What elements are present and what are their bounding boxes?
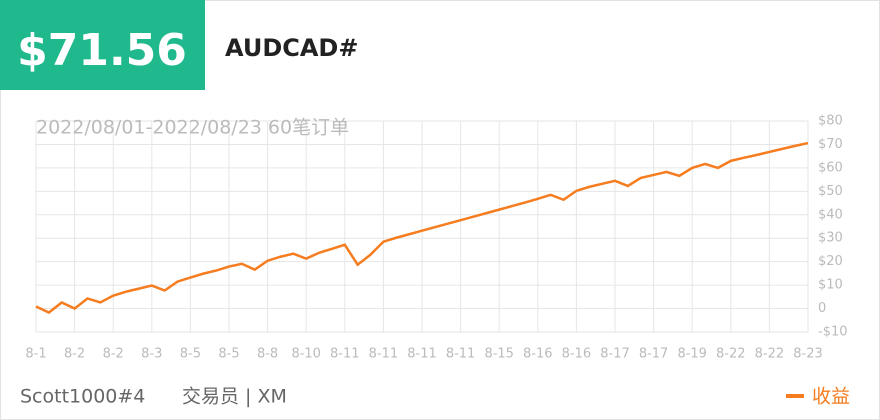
y-tick-label: $10	[818, 278, 843, 293]
amount-box	[0, 0, 205, 90]
x-tick-label: 8-16	[523, 347, 553, 362]
legend-label: 收益	[812, 386, 850, 408]
x-tick-label: 8-22	[716, 347, 746, 362]
x-tick-label: 8-11	[330, 347, 360, 362]
x-tick-label: 8-23	[793, 347, 823, 362]
y-tick-label: $60	[818, 160, 843, 175]
y-tick-label: 0	[818, 301, 826, 316]
symbol: AUDCAD#	[225, 34, 358, 62]
amount: $71.56	[17, 25, 187, 76]
x-tick-label: 8-2	[64, 347, 85, 362]
x-tick-label: 8-11	[446, 347, 476, 362]
x-tick-label: 8-1	[25, 347, 46, 362]
y-tick-label: -$10	[818, 325, 848, 340]
y-tick-label: $70	[818, 137, 843, 152]
x-tick-label: 8-19	[677, 347, 707, 362]
subtitle: 2022/08/01-2022/08/23 60笔订单	[36, 117, 349, 139]
x-tick-label: 8-11	[407, 347, 437, 362]
x-tick-label: 8-5	[180, 347, 201, 362]
x-tick-label: 8-2	[103, 347, 124, 362]
x-tick-label: 8-16	[562, 347, 592, 362]
x-tick-label: 8-5	[218, 347, 239, 362]
x-tick-label: 8-11	[369, 347, 399, 362]
x-tick-label: 8-17	[600, 347, 630, 362]
y-tick-label: $80	[818, 114, 843, 129]
x-tick-label: 8-3	[141, 347, 162, 362]
x-tick-label: 8-10	[291, 347, 321, 362]
trader: Scott1000#4	[20, 386, 145, 408]
y-tick-label: $30	[818, 231, 843, 246]
x-tick-label: 8-22	[755, 347, 785, 362]
y-tick-label: $50	[818, 184, 843, 199]
y-tick-label: $20	[818, 254, 843, 269]
x-tick-label: 8-15	[484, 347, 514, 362]
role: 交易员 | XM	[182, 386, 287, 408]
line	[35, 141, 809, 315]
y-tick-label: $40	[818, 207, 843, 222]
x-tick-label: 8-17	[639, 347, 669, 362]
x-tick-label: 8-8	[257, 347, 278, 362]
